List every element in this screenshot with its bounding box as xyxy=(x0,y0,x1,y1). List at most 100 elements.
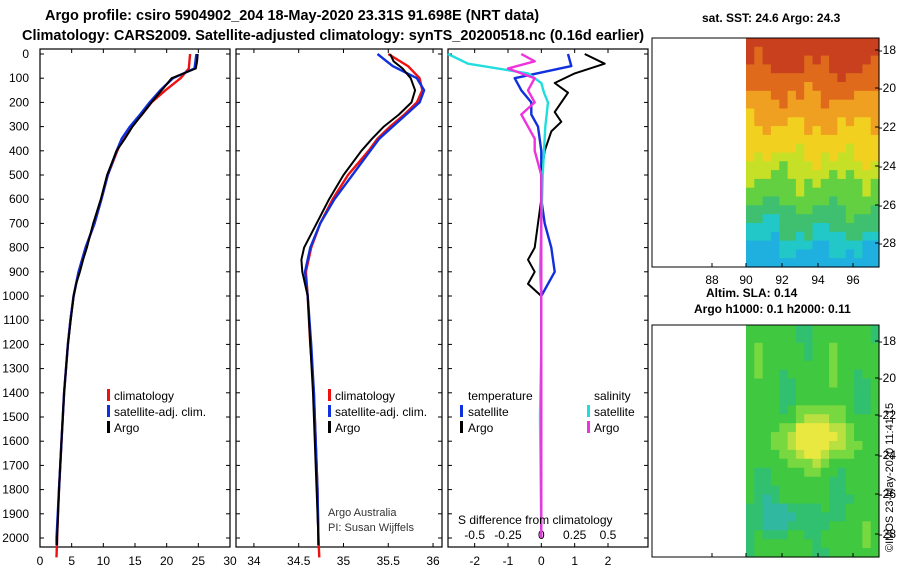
map-cell xyxy=(870,360,880,371)
depth-tick-label: 500 xyxy=(9,168,29,182)
map-cell xyxy=(795,467,805,478)
map-cell xyxy=(770,170,780,180)
map-cell xyxy=(812,170,822,180)
map-cell xyxy=(779,126,789,136)
map-cell xyxy=(804,99,814,110)
map-cell xyxy=(862,449,872,460)
series-line-climatology xyxy=(55,53,192,558)
depth-tick-label: 800 xyxy=(9,241,29,255)
map-cell xyxy=(762,458,772,469)
map-cell xyxy=(779,38,789,48)
map-cell xyxy=(812,467,822,478)
map-cell xyxy=(762,494,772,504)
map-cell xyxy=(754,170,764,180)
lon-tick-label: 88 xyxy=(705,273,719,287)
map-cell xyxy=(854,530,863,540)
map-cell xyxy=(787,214,797,224)
map-cell xyxy=(804,161,814,171)
map-cell xyxy=(854,458,863,469)
map-cell xyxy=(787,161,797,171)
map-cell xyxy=(795,360,805,371)
map-cell xyxy=(845,405,855,415)
map-cell xyxy=(770,161,780,171)
map-cell xyxy=(820,503,830,513)
map-cell xyxy=(820,258,830,268)
map-cell xyxy=(837,108,847,118)
map-cell xyxy=(762,441,772,451)
map-cell xyxy=(804,512,814,522)
map-cell xyxy=(812,423,822,433)
depth-tick-label: 1200 xyxy=(2,337,29,351)
map-cell xyxy=(746,360,755,371)
map-cell xyxy=(779,476,789,487)
map-cell xyxy=(787,396,797,406)
map-cell xyxy=(812,405,822,415)
x-tick-label: -1 xyxy=(503,554,514,568)
map-cell xyxy=(854,333,863,344)
map-cell xyxy=(770,503,780,513)
map-cell xyxy=(795,396,805,406)
map-cell xyxy=(804,351,814,362)
map-cell xyxy=(746,64,755,74)
map-cell xyxy=(829,38,838,48)
map-cell xyxy=(837,187,847,198)
map-cell xyxy=(837,476,847,487)
map-cell xyxy=(829,369,838,380)
map-cell xyxy=(770,449,780,460)
map-cell xyxy=(862,467,872,478)
map-cell xyxy=(804,90,814,101)
map-cell xyxy=(795,187,805,198)
map-cell xyxy=(845,258,855,268)
map-cell xyxy=(779,64,789,74)
legend-title-temperature: temperature xyxy=(468,389,533,403)
map-cell xyxy=(845,458,855,469)
map-cell xyxy=(829,351,838,362)
map-cell xyxy=(862,351,872,362)
map-cell xyxy=(804,539,814,549)
x-tick-label: 0 xyxy=(37,554,44,568)
map-cell xyxy=(837,178,847,189)
map-cell xyxy=(754,378,764,388)
map-cell xyxy=(770,73,780,83)
map-cell xyxy=(862,82,872,92)
map-cell xyxy=(862,231,872,242)
map-cell xyxy=(754,143,764,154)
map-cell xyxy=(754,521,764,531)
map-cell xyxy=(754,108,764,118)
map-cell xyxy=(746,161,755,171)
map-cell xyxy=(804,231,814,242)
map-cell xyxy=(837,387,847,397)
map-cell xyxy=(845,360,855,371)
map-cell xyxy=(870,441,880,451)
map-cell xyxy=(770,258,780,268)
map-cell xyxy=(837,405,847,415)
map-cell xyxy=(804,396,814,406)
x-tick-label: 20 xyxy=(160,554,174,568)
map-cell xyxy=(837,214,847,224)
map-cell xyxy=(746,530,755,540)
map-cell xyxy=(787,325,797,335)
map-cell xyxy=(795,196,805,206)
map-cell xyxy=(829,178,838,189)
map-cell xyxy=(862,325,872,335)
map-cell xyxy=(762,405,772,415)
map-cell xyxy=(812,231,822,242)
map-cell xyxy=(845,99,855,110)
map-cell xyxy=(770,378,780,388)
map-cell xyxy=(854,223,863,233)
map-cell xyxy=(804,476,814,487)
map-cell xyxy=(779,325,789,335)
map-cell xyxy=(746,325,755,335)
map-cell xyxy=(762,432,772,442)
map-cell xyxy=(829,231,838,242)
map-cell xyxy=(754,46,764,57)
map-cell xyxy=(829,214,838,224)
map-cell xyxy=(862,38,872,48)
map-cell xyxy=(837,369,847,380)
map-cell xyxy=(820,240,830,250)
map-cell xyxy=(820,521,830,531)
map-cell xyxy=(762,240,772,250)
map-cell xyxy=(845,161,855,171)
map-cell xyxy=(837,325,847,335)
lon-tick-label: 96 xyxy=(846,273,860,287)
